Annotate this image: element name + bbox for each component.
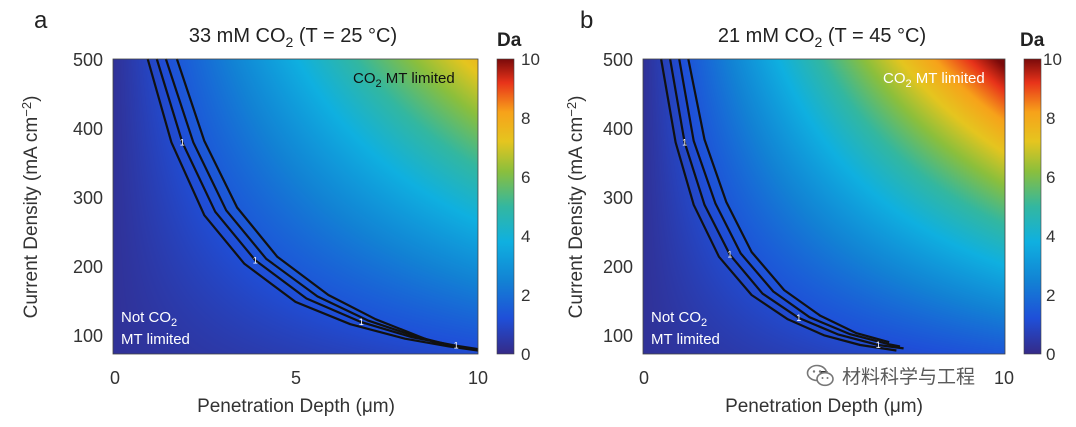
heatmap-area [113, 59, 478, 354]
colorbar-tick-2: 2 [1046, 286, 1055, 305]
colorbar-tick-0: 0 [1046, 345, 1055, 364]
contour-labels: 1 1 1 1 [682, 137, 881, 350]
contour-lines [146, 58, 479, 352]
region-label-not-limited-line1: Not CO2 [121, 309, 177, 329]
colorbar-tick-6: 6 [521, 168, 530, 187]
contour-line-4 [175, 58, 442, 347]
colorbar-title: Da [497, 30, 522, 51]
wechat-icon [806, 364, 834, 386]
colorbar-title: Da [1020, 30, 1045, 51]
plot-frame [642, 58, 1006, 355]
x-tick-10: 10 [468, 368, 488, 388]
contour-lines [660, 58, 904, 352]
y-tick-400: 400 [73, 119, 103, 139]
watermark-text: 材料科学与工程 [842, 366, 976, 388]
panel-letter: b [580, 7, 593, 34]
watermark: 材料科学与工程 [806, 362, 975, 389]
y-tick-300: 300 [603, 188, 633, 208]
contour-labels: 1 1 1 1 [180, 137, 459, 350]
y-tick-100: 100 [73, 326, 103, 346]
region-label-not-limited-line2: MT limited [121, 331, 190, 348]
panel-b: b 21 mM CO2 (T = 45 °C) 1 1 1 1 CO2 MT limi… [564, 7, 1062, 417]
region-label-mt-limited: CO2 MT limited [883, 70, 985, 90]
x-axis-label: Penetration Depth (μm) [725, 396, 923, 417]
contour-line-1 [660, 58, 897, 352]
region-label-not-limited-line2: MT limited [651, 331, 720, 348]
contour-line-4 [687, 58, 890, 344]
contour-line-2 [669, 58, 904, 350]
heatmap-area [643, 59, 1005, 354]
y-axis-ticks: 100 200 300 400 500 [603, 50, 633, 346]
x-tick-10: 10 [994, 368, 1014, 388]
y-axis-ticks: 100 200 300 400 500 [73, 50, 103, 346]
panel-title: 33 mM CO2 (T = 25 °C) [189, 25, 397, 50]
y-tick-400: 400 [603, 119, 633, 139]
contour-label: 1 [253, 255, 258, 265]
contour-line-3 [164, 58, 471, 351]
contour-label: 1 [682, 137, 687, 147]
y-axis-label: Current Density (mA cm−2) [564, 96, 587, 319]
y-tick-200: 200 [603, 257, 633, 277]
contour-label: 1 [796, 313, 801, 323]
colorbar: Da 0 2 4 6 8 10 [496, 30, 540, 364]
y-tick-300: 300 [73, 188, 103, 208]
y-tick-100: 100 [603, 326, 633, 346]
region-label-mt-limited: CO2 MT limited [353, 70, 455, 90]
colorbar-gradient [496, 58, 515, 355]
colorbar-tick-4: 4 [1046, 227, 1055, 246]
y-tick-500: 500 [603, 50, 633, 70]
colorbar-tick-10: 10 [1043, 50, 1062, 69]
colorbar: Da 0 2 4 6 8 10 [1020, 30, 1062, 364]
x-axis-label: Penetration Depth (μm) [197, 396, 395, 417]
colorbar-tick-8: 8 [521, 109, 530, 128]
colorbar-tick-4: 4 [521, 227, 530, 246]
contour-label: 1 [180, 137, 185, 147]
heatmap-canvas [113, 59, 478, 354]
colorbar-tick-6: 6 [1046, 168, 1055, 187]
panel-letter: a [34, 7, 48, 34]
y-axis-label: Current Density (mA cm−2) [19, 96, 42, 319]
x-tick-0: 0 [110, 368, 120, 388]
colorbar-tick-8: 8 [1046, 109, 1055, 128]
contour-label: 1 [454, 341, 459, 351]
y-tick-200: 200 [73, 257, 103, 277]
plot-frame [112, 58, 479, 355]
contour-line-1 [146, 58, 479, 352]
panel-a: a 33 mM CO2 (T = 25 °C) 1 1 1 1 CO2 MT limi… [19, 7, 540, 417]
x-tick-5: 5 [291, 368, 301, 388]
panel-title: 21 mM CO2 (T = 45 °C) [718, 25, 926, 50]
x-tick-0: 0 [639, 368, 649, 388]
contour-line-3 [678, 58, 901, 348]
contour-label: 1 [359, 317, 364, 327]
region-label-not-limited-line1: Not CO2 [651, 309, 707, 329]
colorbar-gradient [1023, 58, 1042, 355]
colorbar-tick-0: 0 [521, 345, 530, 364]
heatmap-canvas [643, 59, 1005, 354]
x-axis-ticks: 0 5 10 [110, 368, 488, 388]
contour-label: 1 [727, 250, 732, 260]
colorbar-tick-2: 2 [521, 286, 530, 305]
y-tick-500: 500 [73, 50, 103, 70]
colorbar-tick-10: 10 [521, 50, 540, 69]
contour-label: 1 [876, 340, 881, 350]
